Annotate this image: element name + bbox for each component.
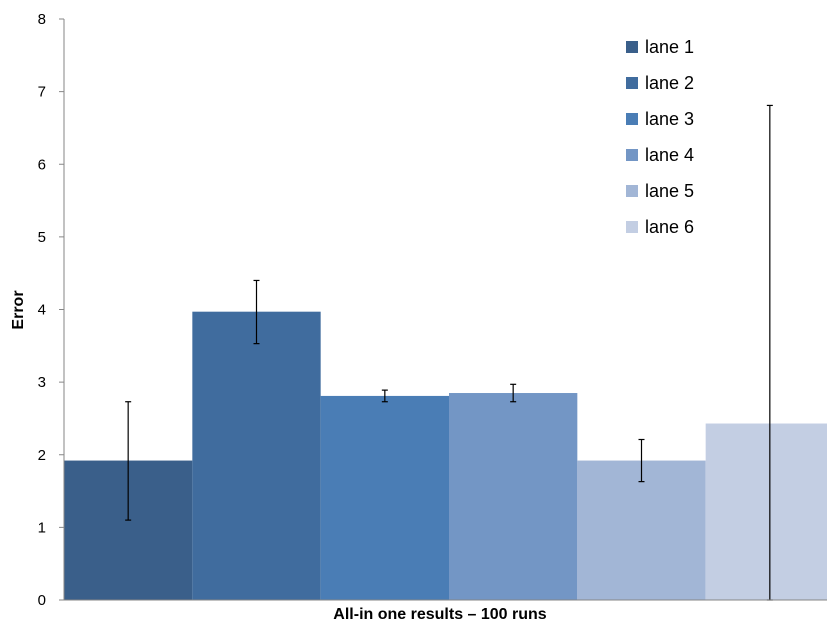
bar-lane-3 xyxy=(320,395,449,600)
legend-label: lane 6 xyxy=(645,217,694,237)
y-axis-title: Error xyxy=(10,290,27,329)
y-tick-label: 8 xyxy=(38,11,46,28)
bar-lane-5 xyxy=(577,460,706,600)
y-tick-label: 6 xyxy=(38,156,46,173)
y-tick-label: 0 xyxy=(38,592,46,609)
legend-swatch xyxy=(626,185,638,197)
bar-lane-4 xyxy=(449,393,578,600)
bar-lane-2 xyxy=(192,311,321,600)
y-tick-label: 4 xyxy=(38,302,46,319)
legend-swatch xyxy=(626,149,638,161)
bars-group xyxy=(64,311,827,600)
legend-swatch xyxy=(626,77,638,89)
legend: lane 1 lane 2 lane 3 lane 4 lane 5 lane 6 xyxy=(626,37,694,237)
error-bars-group xyxy=(125,104,773,601)
bar-lane-6 xyxy=(705,423,827,600)
y-tick-label: 1 xyxy=(38,519,46,536)
y-ticks-group: 0 1 2 3 4 5 6 7 8 xyxy=(38,11,64,609)
y-tick-label: 2 xyxy=(38,447,46,464)
legend-label: lane 1 xyxy=(645,37,694,57)
legend-swatch xyxy=(626,221,638,233)
legend-label: lane 2 xyxy=(645,73,694,93)
y-tick-label: 5 xyxy=(38,229,46,246)
legend-label: lane 5 xyxy=(645,181,694,201)
legend-swatch xyxy=(626,41,638,53)
legend-label: lane 3 xyxy=(645,109,694,129)
y-tick-label: 3 xyxy=(38,374,46,391)
legend-label: lane 4 xyxy=(645,145,694,165)
x-axis-title: All-in one results – 100 runs xyxy=(333,606,547,623)
legend-swatch xyxy=(626,113,638,125)
y-tick-label: 7 xyxy=(38,84,46,101)
